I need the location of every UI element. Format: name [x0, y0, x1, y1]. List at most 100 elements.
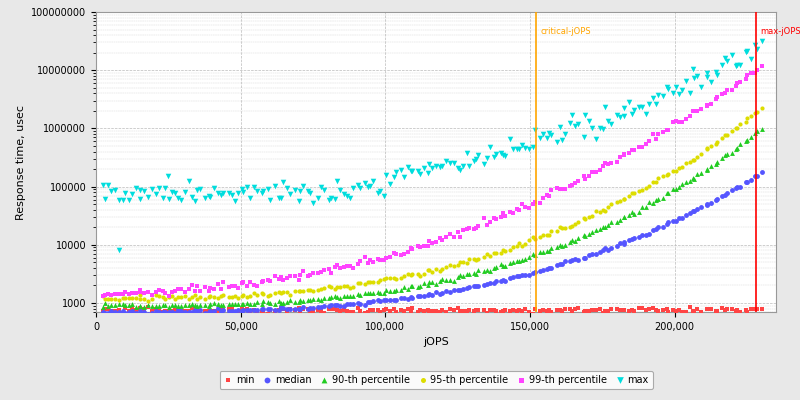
min	[366, 307, 379, 314]
median	[579, 255, 592, 261]
90-th percentile	[618, 214, 630, 220]
max	[301, 187, 314, 194]
min	[646, 304, 659, 311]
min	[371, 307, 384, 313]
95-th percentile	[598, 207, 611, 214]
min	[150, 306, 162, 312]
Legend: min, median, 90-th percentile, 95-th percentile, 99-th percentile, max: min, median, 90-th percentile, 95-th per…	[219, 371, 653, 389]
99-th percentile	[248, 282, 261, 288]
90-th percentile	[289, 299, 302, 305]
max	[159, 184, 172, 191]
median	[635, 232, 648, 238]
95-th percentile	[695, 150, 708, 157]
95-th percentile	[354, 280, 366, 286]
95-th percentile	[166, 292, 178, 299]
99-th percentile	[281, 275, 294, 282]
max	[402, 164, 414, 170]
median	[657, 224, 670, 230]
90-th percentile	[418, 280, 430, 286]
95-th percentile	[434, 268, 446, 274]
95-th percentile	[274, 290, 287, 296]
max	[190, 187, 203, 193]
99-th percentile	[330, 262, 343, 268]
max	[251, 188, 264, 194]
90-th percentile	[130, 304, 142, 310]
median	[730, 185, 742, 192]
90-th percentile	[398, 284, 410, 290]
90-th percentile	[559, 242, 572, 248]
median	[413, 292, 426, 299]
median	[498, 278, 511, 284]
median	[518, 272, 531, 278]
90-th percentile	[358, 289, 371, 296]
99-th percentile	[447, 234, 460, 240]
median	[490, 278, 502, 285]
99-th percentile	[322, 266, 335, 272]
max	[670, 84, 682, 90]
99-th percentile	[583, 173, 596, 180]
99-th percentile	[597, 163, 610, 169]
90-th percentile	[490, 264, 502, 270]
99-th percentile	[186, 282, 198, 288]
90-th percentile	[306, 296, 319, 302]
90-th percentile	[670, 186, 682, 192]
min	[322, 306, 335, 313]
90-th percentile	[235, 301, 248, 307]
median	[289, 306, 302, 312]
95-th percentile	[255, 289, 268, 296]
95-th percentile	[670, 168, 682, 174]
95-th percentile	[364, 279, 377, 285]
max	[478, 160, 490, 167]
99-th percentile	[513, 207, 526, 213]
90-th percentile	[675, 181, 688, 187]
99-th percentile	[559, 186, 572, 192]
99-th percentile	[436, 237, 449, 243]
95-th percentile	[494, 250, 507, 256]
95-th percentile	[411, 270, 424, 277]
95-th percentile	[183, 295, 196, 302]
max	[105, 188, 118, 194]
max	[650, 101, 662, 107]
median	[338, 303, 351, 309]
min	[705, 306, 718, 313]
90-th percentile	[277, 300, 290, 306]
median	[589, 251, 602, 258]
95-th percentile	[537, 232, 550, 238]
min	[251, 308, 264, 314]
min	[334, 308, 346, 314]
median	[208, 308, 221, 314]
median	[507, 274, 520, 280]
max	[537, 130, 550, 137]
median	[325, 302, 338, 308]
median	[751, 173, 764, 180]
95-th percentile	[351, 279, 364, 286]
95-th percentile	[443, 262, 456, 268]
median	[436, 290, 449, 296]
max	[202, 193, 215, 200]
max	[377, 193, 390, 199]
max	[371, 190, 384, 196]
median	[537, 267, 550, 273]
min	[422, 308, 435, 315]
90-th percentile	[721, 151, 734, 158]
max	[341, 193, 354, 200]
min	[710, 308, 722, 314]
median	[294, 306, 306, 312]
min	[680, 308, 693, 315]
99-th percentile	[507, 210, 520, 216]
max	[436, 162, 449, 169]
95-th percentile	[334, 284, 346, 290]
90-th percentile	[639, 204, 652, 210]
90-th percentile	[364, 290, 377, 297]
min	[358, 310, 371, 316]
max	[98, 196, 111, 202]
median	[150, 308, 162, 314]
95-th percentile	[498, 248, 511, 254]
median	[628, 235, 641, 241]
median	[555, 261, 568, 268]
max	[632, 104, 645, 110]
99-th percentile	[303, 272, 316, 278]
min	[700, 306, 713, 313]
99-th percentile	[675, 119, 688, 125]
99-th percentile	[511, 206, 524, 212]
